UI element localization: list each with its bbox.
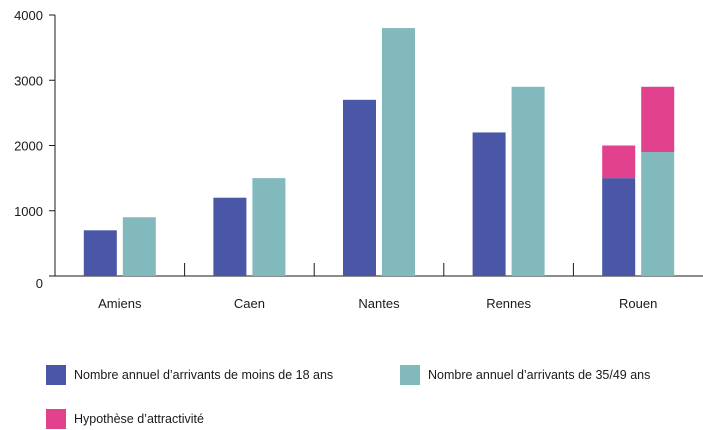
y-axis: 0 1000 2000 3000 4000: [14, 8, 56, 291]
bar: [343, 99, 376, 276]
y-tick-label: 1000: [14, 204, 43, 219]
bar: [511, 86, 545, 277]
legend-item-under18: Nombre annuel d’arrivants de moins de 18…: [46, 365, 333, 385]
bar: [472, 132, 506, 276]
legend-swatch-attractivite: [46, 409, 66, 429]
y-tick-label: 3000: [14, 73, 43, 88]
legend-item-attractivite: Hypothèse d’attractivité: [46, 409, 204, 429]
x-tick-label: Rennes: [486, 296, 531, 311]
bar: [122, 217, 156, 276]
bar: [83, 230, 117, 276]
legend-label-under18: Nombre annuel d’arrivants de moins de 18…: [74, 368, 334, 382]
x-tick-label: Caen: [234, 296, 265, 311]
legend-item-35-49: Nombre annuel d’arrivants de 35/49 ans: [400, 365, 650, 385]
bar: [382, 28, 415, 276]
x-axis: Amiens Caen Nantes Rennes Rouen: [55, 263, 703, 311]
y-tick-label: 4000: [14, 8, 43, 23]
bar-stack-segment: [641, 86, 675, 153]
x-tick-label: Rouen: [619, 296, 657, 311]
legend-label-attractivite: Hypothèse d’attractivité: [74, 412, 204, 426]
bar: [641, 152, 675, 276]
bar: [602, 178, 636, 276]
legend-label-35-49: Nombre annuel d’arrivants de 35/49 ans: [428, 368, 651, 382]
bar: [213, 197, 247, 276]
legend-swatch-under18: [46, 365, 66, 385]
legend-swatch-35-49: [400, 365, 420, 385]
bar: [252, 178, 286, 276]
y-tick-label: 0: [36, 276, 43, 291]
x-tick-label: Amiens: [98, 296, 142, 311]
bars: [83, 28, 675, 277]
x-tick-label: Nantes: [358, 296, 400, 311]
y-tick-label: 2000: [14, 139, 43, 154]
bar-stack-segment: [602, 145, 636, 179]
